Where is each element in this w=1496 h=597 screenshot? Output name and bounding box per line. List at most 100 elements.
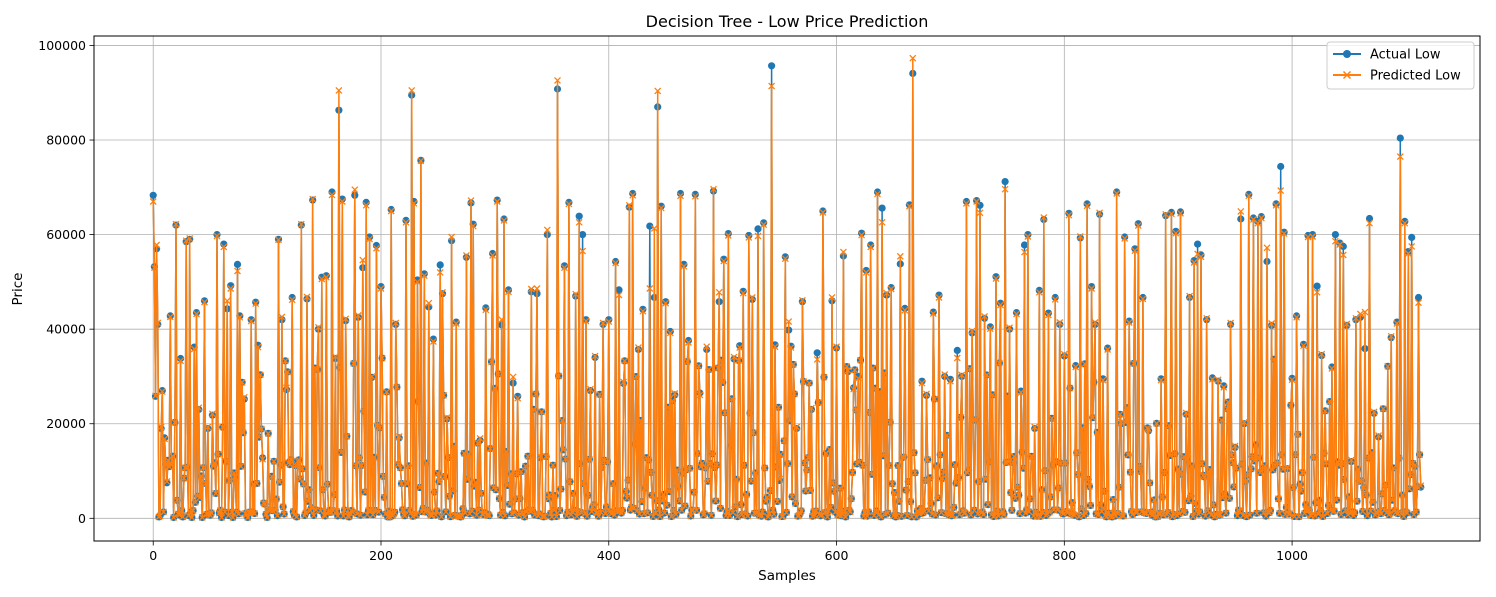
data-point-predicted: [743, 491, 751, 498]
data-point-predicted: [557, 485, 565, 493]
data-point-predicted: [951, 461, 959, 469]
data-point-actual: [1125, 317, 1133, 325]
data-point-predicted: [1114, 510, 1122, 517]
data-point-predicted: [759, 508, 766, 516]
data-point-actual: [605, 316, 613, 324]
data-point-predicted: [878, 218, 886, 226]
data-point-predicted: [850, 385, 858, 393]
data-point-predicted: [780, 437, 788, 445]
data-point-predicted: [1362, 491, 1370, 499]
data-point-predicted: [825, 507, 833, 515]
x-tick-label: 800: [1052, 548, 1076, 563]
data-point-predicted: [244, 513, 252, 521]
data-point-predicted: [720, 257, 728, 265]
data-point-predicted: [1274, 495, 1282, 503]
data-point-predicted: [995, 359, 1003, 367]
data-point-predicted: [597, 508, 605, 516]
chart-title: Decision Tree - Low Price Prediction: [646, 12, 929, 31]
data-point-predicted: [993, 507, 1001, 515]
data-point-predicted: [814, 399, 822, 407]
data-point-actual: [158, 387, 166, 395]
data-point-predicted: [1134, 222, 1142, 230]
data-point-predicted: [1403, 509, 1411, 517]
data-point-predicted: [747, 477, 755, 485]
data-point-predicted: [1326, 398, 1334, 406]
data-point-actual: [514, 392, 522, 400]
data-point-predicted: [1230, 483, 1238, 491]
data-point-actual: [676, 189, 685, 198]
data-point-predicted: [1222, 509, 1230, 517]
data-point-predicted: [931, 395, 938, 403]
data-point-predicted: [828, 294, 836, 301]
data-point-predicted: [542, 453, 550, 461]
data-point-actual: [862, 266, 870, 275]
y-axis-label: Price: [10, 273, 26, 306]
data-point-predicted: [1315, 496, 1323, 504]
data-point-predicted: [953, 354, 961, 362]
data-point-predicted: [1188, 462, 1196, 470]
data-point-predicted: [1266, 507, 1274, 514]
data-point-predicted: [196, 493, 204, 501]
data-point-predicted: [1330, 507, 1338, 515]
data-point-predicted: [1279, 465, 1287, 473]
data-point-predicted: [1343, 320, 1351, 328]
data-point-predicted: [712, 497, 720, 505]
data-point-predicted: [322, 273, 330, 281]
data-point-predicted: [1229, 459, 1237, 467]
data-point-actual: [500, 215, 508, 223]
data-point-predicted: [1120, 512, 1127, 520]
data-point-predicted: [416, 484, 424, 491]
data-point-predicted: [371, 507, 379, 514]
data-point-predicted: [777, 450, 785, 458]
data-point-predicted: [986, 325, 994, 333]
data-point-predicted: [1302, 501, 1310, 509]
data-point-predicted: [687, 512, 695, 520]
data-point-predicted: [820, 373, 828, 381]
data-point-actual: [953, 346, 961, 354]
data-point-predicted: [162, 460, 170, 468]
data-point-predicted: [284, 368, 292, 376]
data-point-actual: [1396, 134, 1404, 142]
legend-marker-actual: [1343, 50, 1351, 58]
data-point-predicted: [379, 472, 387, 480]
data-point-predicted: [370, 453, 378, 461]
data-point-predicted: [1052, 458, 1060, 466]
data-point-predicted: [264, 429, 272, 437]
y-tick-label: 100000: [38, 38, 86, 53]
data-point-predicted: [580, 480, 588, 488]
data-point-actual: [639, 305, 647, 313]
data-point-predicted: [760, 221, 768, 229]
data-point-predicted: [1166, 452, 1174, 459]
data-point-predicted: [462, 251, 470, 259]
data-point-actual: [1331, 231, 1339, 239]
data-point-predicted: [1322, 459, 1330, 466]
data-point-predicted: [464, 475, 471, 483]
data-point-predicted: [465, 450, 473, 458]
data-point-predicted: [745, 233, 753, 241]
data-point-predicted: [281, 357, 289, 365]
data-point-predicted: [1181, 508, 1189, 516]
data-point-predicted: [324, 480, 331, 488]
data-point-predicted: [941, 371, 949, 379]
data-point-predicted: [1158, 493, 1166, 501]
data-point-actual: [724, 230, 732, 238]
data-point-predicted: [849, 468, 856, 476]
data-point-predicted: [1122, 418, 1130, 426]
data-point-predicted: [1297, 487, 1305, 495]
data-point-predicted: [440, 391, 448, 399]
data-point-actual: [760, 219, 768, 227]
data-point-predicted: [898, 512, 905, 520]
data-point-predicted: [172, 220, 180, 228]
data-point-predicted: [189, 507, 197, 515]
data-point-predicted: [254, 343, 262, 351]
data-point-predicted: [391, 508, 399, 516]
data-point-predicted: [292, 462, 300, 470]
data-point-predicted: [1366, 219, 1373, 227]
data-point-predicted: [335, 86, 343, 94]
data-point-predicted: [288, 296, 296, 304]
data-point-predicted: [1257, 214, 1265, 222]
data-point-predicted: [1228, 451, 1236, 459]
data-point-predicted: [524, 452, 532, 460]
data-point-predicted: [638, 498, 646, 506]
data-point-actual: [493, 196, 501, 204]
